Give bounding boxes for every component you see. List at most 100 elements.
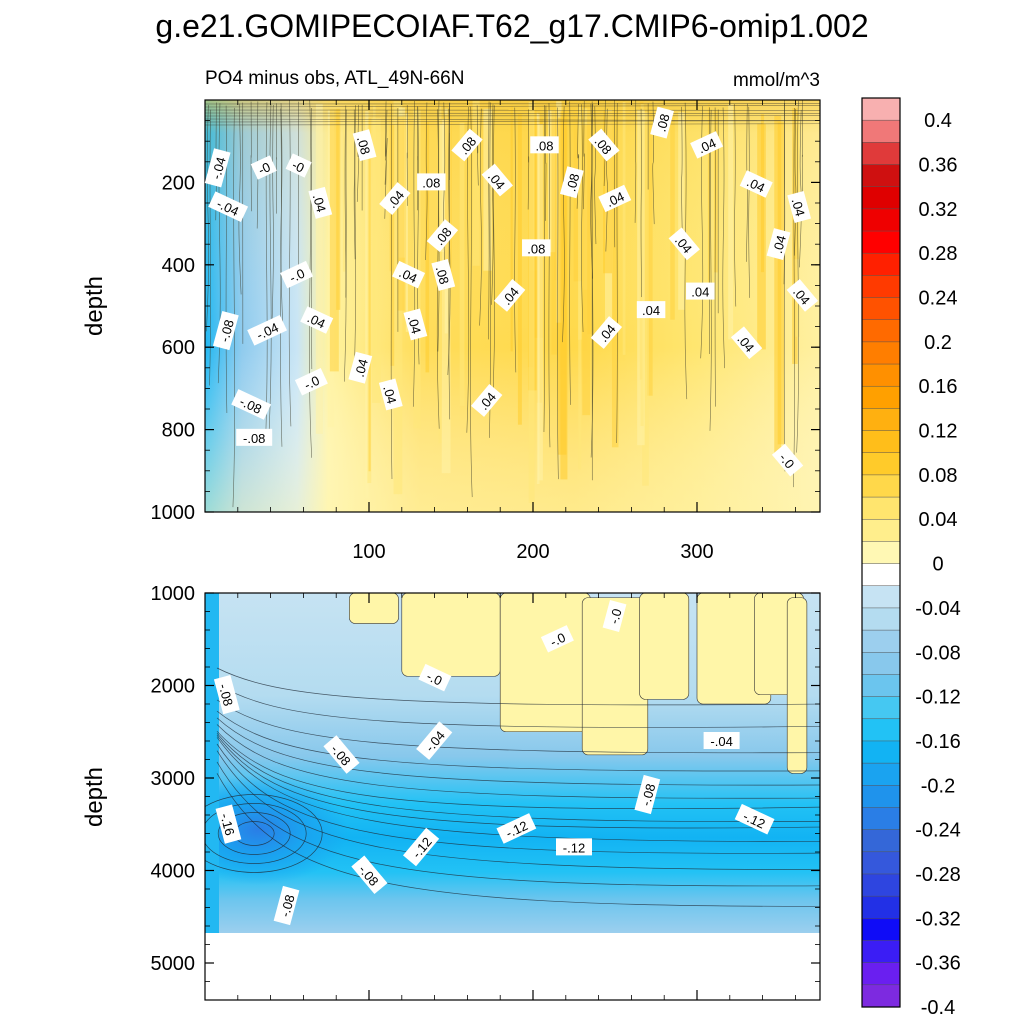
upper-streak bbox=[405, 113, 408, 332]
contour-label-bg bbox=[730, 326, 763, 360]
contour-label: -.08 bbox=[236, 428, 273, 446]
upper-contour-line bbox=[581, 104, 584, 332]
colorbar-box bbox=[861, 785, 901, 809]
colorbar-label: -0.32 bbox=[915, 908, 961, 930]
contour-label-bg bbox=[300, 306, 334, 334]
lower-contour-labels: -.0-.0-.0-.08-.04 -.04-.08-.08-.12 -.12-.1… bbox=[213, 600, 775, 926]
lower-yellow-patch bbox=[786, 597, 808, 774]
upper-streak bbox=[459, 122, 465, 406]
upper-panel: 200 400 600 800 1000 100 200 300 -.04 -0 -0 .08 .08… bbox=[81, 99, 821, 563]
contour-label-text: -.04 bbox=[208, 155, 228, 181]
upper-contour-line bbox=[412, 101, 416, 407]
colorbar-box bbox=[861, 984, 901, 1008]
contour-label-bg bbox=[481, 163, 513, 197]
upper-contour-line bbox=[268, 104, 272, 430]
lower-panel: 1000 2000 3000 4000 5000 -.0 -.0 -.0 -.08 -.04 -.… bbox=[81, 583, 821, 1001]
colorbar-box bbox=[861, 97, 901, 121]
upper-streak bbox=[368, 118, 371, 472]
ytick-label: 400 bbox=[162, 255, 195, 277]
upper-surface-line bbox=[205, 118, 820, 121]
contour-label-bg bbox=[787, 191, 812, 223]
upper-streaks bbox=[205, 100, 820, 508]
upper-contour-line bbox=[748, 106, 751, 298]
contour-label: .04 bbox=[300, 306, 334, 334]
contour-label-text: -.0 bbox=[302, 373, 322, 393]
colorbar-box bbox=[861, 252, 901, 276]
upper-ylabel: depth bbox=[81, 276, 108, 336]
upper-surface-line bbox=[205, 105, 820, 108]
upper-contour-line bbox=[583, 100, 585, 210]
upper-streak bbox=[536, 113, 540, 485]
upper-contour-line bbox=[479, 108, 482, 326]
contour-label-text: .08 bbox=[433, 265, 452, 286]
contour-label: .08 bbox=[559, 166, 584, 199]
contour-label-bg bbox=[559, 166, 584, 199]
contour-label-bg bbox=[294, 368, 328, 396]
colorbar-box bbox=[861, 119, 901, 143]
colorbar-label: 0.24 bbox=[919, 288, 958, 310]
upper-contour-line bbox=[280, 103, 283, 322]
upper-contour-line bbox=[344, 105, 347, 382]
colorbar-box bbox=[861, 607, 901, 631]
upper-contour-line bbox=[799, 109, 802, 268]
upper-streak bbox=[365, 111, 369, 499]
contour-label-bg bbox=[417, 173, 446, 191]
lower-no-data bbox=[205, 933, 820, 1000]
upper-contour-line bbox=[390, 103, 393, 479]
contour-label: -.16 bbox=[215, 804, 242, 844]
contour-label-bg bbox=[348, 351, 373, 384]
contour-label-text: .04 bbox=[352, 357, 371, 378]
upper-contour-labels: -.04 -0 -0.08.08.08.08.08.04-.04.04.04.08.… bbox=[204, 106, 819, 477]
upper-contour-line bbox=[488, 101, 490, 340]
colorbar: 0.4 0.36 0.32 0.28 0.24 0.2 0.16 0.12 0.08 0.04 0 -… bbox=[861, 97, 961, 1019]
colorbar-box bbox=[861, 385, 901, 409]
upper-streak bbox=[371, 118, 381, 403]
contour-label-bg bbox=[308, 186, 333, 219]
lower-core bbox=[205, 775, 348, 885]
contour-label-bg bbox=[766, 228, 791, 261]
colorbar-box bbox=[861, 652, 901, 675]
contour-label-text: -0 bbox=[256, 159, 273, 177]
upper-contour-line bbox=[288, 100, 292, 427]
contour-label: -.0 bbox=[602, 600, 627, 632]
contour-label-text: .04 bbox=[397, 265, 420, 286]
xtick-label: 100 bbox=[352, 541, 385, 563]
subtitle-right: mmol/m^3 bbox=[733, 70, 820, 91]
upper-contour-line bbox=[722, 107, 726, 369]
xtick-label: 300 bbox=[680, 541, 713, 563]
contour-label-bg bbox=[285, 153, 312, 178]
contour-label: -.12 bbox=[556, 838, 592, 856]
ytick-label: 1000 bbox=[151, 583, 196, 605]
colorbar-box bbox=[861, 962, 901, 986]
contour-label-bg bbox=[426, 219, 459, 253]
lower-contour-line bbox=[216, 730, 820, 810]
contour-label-bg bbox=[786, 278, 819, 312]
contour-label-text: .04 bbox=[405, 314, 424, 335]
contour-label: -.0 bbox=[771, 443, 804, 477]
upper-contour-line bbox=[470, 106, 473, 498]
lower-edge bbox=[205, 593, 219, 933]
upper-contour-line bbox=[265, 102, 268, 444]
contour-label-text: -.0 bbox=[776, 450, 797, 471]
contour-label-text: .04 bbox=[305, 310, 328, 331]
lower-core-contour bbox=[205, 803, 307, 864]
upper-streak bbox=[707, 103, 710, 293]
colorbar-box bbox=[861, 452, 901, 476]
lower-contour-line bbox=[216, 735, 820, 829]
contour-label-bg bbox=[247, 314, 288, 346]
lower-contour-line bbox=[216, 750, 820, 870]
colorbar-box bbox=[861, 629, 901, 653]
contour-label-bg bbox=[540, 625, 574, 653]
colorbar-box bbox=[861, 142, 901, 166]
upper-streak bbox=[640, 103, 644, 426]
upper-contour-line bbox=[557, 107, 559, 480]
upper-streak bbox=[483, 108, 492, 271]
contour-label-text: -.12 bbox=[563, 840, 585, 855]
upper-contour-line bbox=[709, 109, 712, 431]
contour-label-text: .04 bbox=[744, 174, 767, 195]
colorbar-box bbox=[861, 873, 901, 897]
contour-label: .04 bbox=[766, 228, 791, 261]
colorbar-label: -0.12 bbox=[915, 687, 961, 709]
contour-label-bg bbox=[690, 131, 724, 159]
upper-streak bbox=[678, 112, 685, 310]
